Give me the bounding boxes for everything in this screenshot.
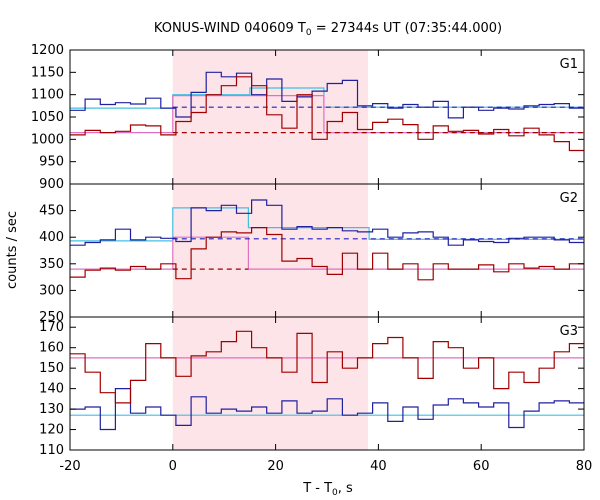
x-tick-label: -20: [59, 459, 80, 474]
x-tick-label: 40: [370, 459, 387, 474]
y-tick-label: 1150: [31, 65, 64, 80]
x-axis-label: T - T0, s: [302, 481, 353, 498]
y-tick-label: 140: [39, 382, 64, 397]
y-tick-label: 450: [39, 204, 64, 219]
x-tick-label: 80: [576, 459, 593, 474]
series-blue-histogram: [70, 71, 584, 119]
series-blue-histogram: [70, 388, 584, 431]
series-red-histogram: [70, 76, 584, 152]
series-red-histogram: [70, 227, 584, 281]
y-tick-label: 1000: [31, 132, 64, 147]
y-tick-label: 170: [39, 320, 64, 335]
panel-frame: [69, 316, 585, 451]
panel-label: G1: [560, 57, 578, 72]
shaded-interval: [172, 50, 369, 184]
x-tick-label: 60: [473, 459, 490, 474]
panels-group: 12001150110010501000950900G1450400350300…: [31, 43, 592, 474]
y-tick-label: 400: [39, 230, 64, 245]
panel-label: G2: [560, 191, 578, 206]
panel-label: G3: [560, 324, 578, 339]
y-tick-label: 110: [39, 443, 64, 458]
model-line-1: [70, 207, 584, 242]
y-axis-label: counts / sec: [5, 211, 20, 289]
panel-g2: 450 400 350 300 250 G2: [39, 183, 585, 325]
shaded-interval: [172, 184, 369, 317]
panel-g1: 1200 1150 1100 1050 1000 950 900 G1: [31, 43, 585, 192]
chart-title: KONUS-WIND 040609 T0 = 27344s UT (07:35:…: [154, 21, 502, 38]
y-tick-label: 1100: [31, 88, 64, 103]
y-tick-label: 950: [39, 155, 64, 170]
y-tick-label: 1200: [31, 43, 64, 58]
y-tick-label: 300: [39, 283, 64, 298]
series-blue-histogram: [70, 199, 584, 246]
y-tick-label: 130: [39, 402, 64, 417]
y-tick-label: 160: [39, 341, 64, 356]
y-tick-label: 150: [39, 361, 64, 376]
y-tick-label: 350: [39, 257, 64, 272]
x-tick-label: 0: [169, 459, 177, 474]
y-tick-label: 1050: [31, 110, 64, 125]
y-tick-label: 900: [39, 177, 64, 192]
panel-g3: 170 160 150 140 130 120 110 G3: [39, 316, 585, 458]
y-tick-label: 120: [39, 423, 64, 438]
series-red-histogram: [70, 330, 584, 404]
shaded-interval: [172, 317, 369, 450]
x-tick-label: 20: [267, 459, 284, 474]
model-line-2: [70, 94, 584, 134]
y-tick-label: 250: [39, 310, 64, 325]
